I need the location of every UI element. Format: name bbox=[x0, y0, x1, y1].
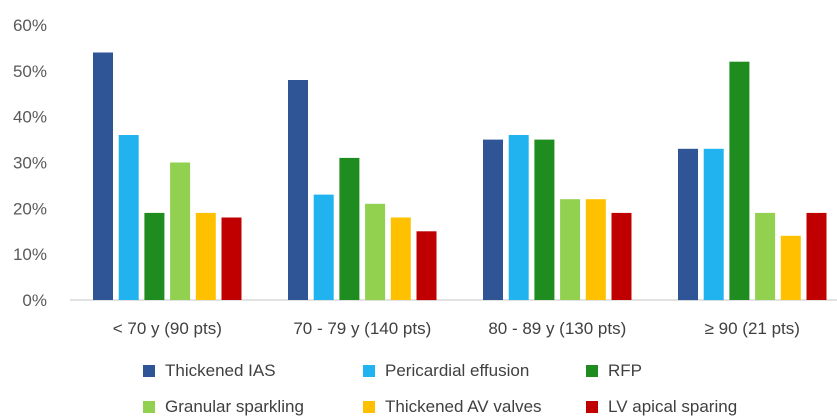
legend-swatch bbox=[363, 401, 375, 413]
legend-label: Pericardial effusion bbox=[385, 361, 530, 380]
bar bbox=[390, 217, 411, 300]
y-tick-label: 30% bbox=[13, 154, 47, 173]
bar bbox=[560, 199, 581, 300]
legend-label: Granular sparkling bbox=[165, 397, 304, 416]
legend-swatch bbox=[586, 401, 598, 413]
legend-label: Thickened AV valves bbox=[385, 397, 542, 416]
legend-swatch bbox=[143, 401, 155, 413]
bar bbox=[416, 231, 437, 301]
legend-label: LV apical sparing bbox=[608, 397, 738, 416]
legend-item: Thickened AV valves bbox=[363, 397, 542, 417]
bar bbox=[288, 80, 308, 300]
bar bbox=[313, 194, 334, 300]
bar bbox=[755, 212, 776, 300]
bar bbox=[221, 217, 242, 300]
bar bbox=[93, 52, 113, 300]
y-tick-label: 60% bbox=[13, 16, 47, 35]
bar bbox=[729, 61, 750, 301]
legend-label: Thickened IAS bbox=[165, 361, 276, 380]
bar bbox=[611, 212, 632, 300]
x-tick-label: 80 - 89 y (130 pts) bbox=[488, 319, 626, 338]
bar bbox=[144, 212, 165, 300]
bar bbox=[508, 135, 529, 300]
x-axis: < 70 y (90 pts) 70 - 79 y (140 pts) 80 - 8… bbox=[113, 319, 800, 338]
legend-item: RFP bbox=[586, 361, 642, 381]
legend-swatch bbox=[586, 365, 598, 377]
legend-swatch bbox=[363, 365, 375, 377]
y-tick-label: 50% bbox=[13, 62, 47, 81]
bar bbox=[703, 148, 724, 301]
bar bbox=[678, 148, 698, 301]
bar bbox=[195, 212, 216, 300]
legend-item: Granular sparkling bbox=[143, 397, 304, 417]
legend-swatch bbox=[143, 365, 155, 377]
y-tick-label: 40% bbox=[13, 108, 47, 127]
bar bbox=[118, 135, 139, 300]
bar bbox=[534, 139, 555, 300]
bar bbox=[339, 157, 360, 300]
bar bbox=[483, 139, 503, 300]
x-tick-label: ≥ 90 (21 pts) bbox=[705, 319, 800, 338]
bar bbox=[170, 162, 191, 300]
y-axis: 0% 10% 20% 30% 40% 50% 60% bbox=[13, 16, 47, 310]
bar bbox=[365, 203, 386, 301]
legend: Thickened IAS Pericardial effusion RFP G… bbox=[0, 355, 837, 417]
bars bbox=[93, 52, 827, 301]
y-tick-label: 20% bbox=[13, 199, 47, 218]
legend-item: Pericardial effusion bbox=[363, 361, 529, 381]
legend-item: Thickened IAS bbox=[143, 361, 276, 381]
x-tick-label: < 70 y (90 pts) bbox=[113, 319, 222, 338]
y-tick-label: 10% bbox=[13, 245, 47, 264]
y-tick-label: 0% bbox=[22, 291, 47, 310]
bar bbox=[806, 212, 827, 300]
bar bbox=[585, 199, 606, 300]
legend-label: RFP bbox=[608, 361, 642, 380]
x-tick-label: 70 - 79 y (140 pts) bbox=[293, 319, 431, 338]
bar bbox=[780, 235, 801, 300]
legend-item: LV apical sparing bbox=[586, 397, 737, 417]
